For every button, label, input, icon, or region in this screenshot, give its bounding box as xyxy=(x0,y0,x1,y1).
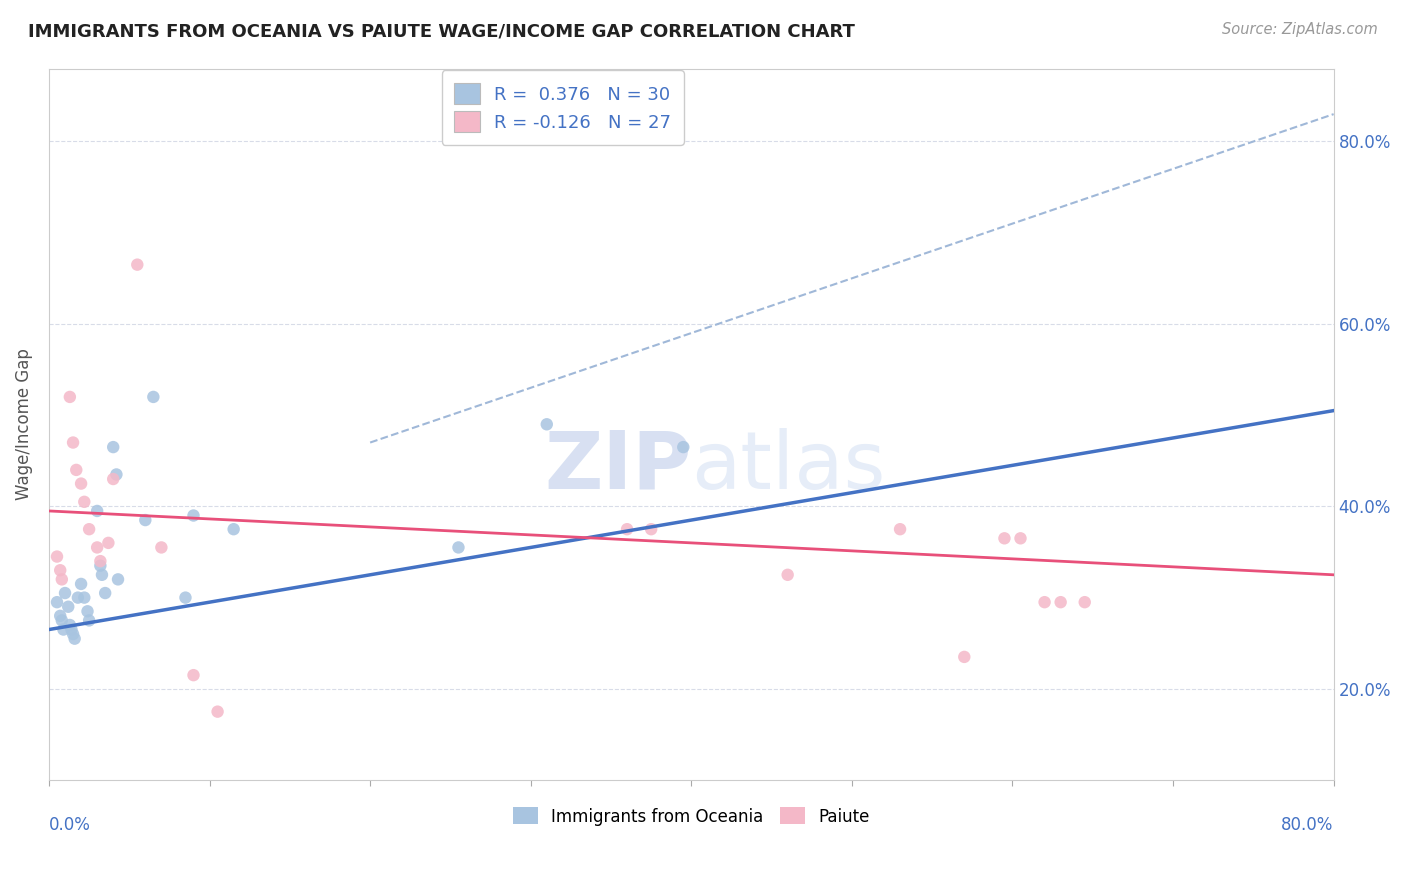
Point xyxy=(62,627,84,641)
Point xyxy=(616,522,638,536)
Point xyxy=(49,563,72,577)
Point xyxy=(127,258,149,272)
Point xyxy=(183,508,205,523)
Point xyxy=(889,522,911,536)
Point xyxy=(1049,595,1071,609)
Point xyxy=(993,531,1015,545)
Text: IMMIGRANTS FROM OCEANIA VS PAIUTE WAGE/INCOME GAP CORRELATION CHART: IMMIGRANTS FROM OCEANIA VS PAIUTE WAGE/I… xyxy=(28,22,855,40)
Point xyxy=(58,599,80,614)
Point xyxy=(66,591,89,605)
Point xyxy=(1033,595,1056,609)
Point xyxy=(207,705,229,719)
Point xyxy=(1074,595,1097,609)
Point xyxy=(86,541,108,555)
Point xyxy=(59,618,82,632)
Point xyxy=(73,495,96,509)
Point xyxy=(62,435,84,450)
Point xyxy=(70,476,93,491)
Text: 80.0%: 80.0% xyxy=(1281,815,1334,834)
Point xyxy=(107,573,129,587)
Point xyxy=(89,558,111,573)
Point xyxy=(91,567,114,582)
Point xyxy=(97,536,120,550)
Point xyxy=(49,608,72,623)
Point xyxy=(60,623,83,637)
Point xyxy=(150,541,173,555)
Point xyxy=(63,632,86,646)
Point xyxy=(70,577,93,591)
Point xyxy=(76,604,98,618)
Text: ZIP: ZIP xyxy=(544,428,692,506)
Point xyxy=(776,567,799,582)
Point xyxy=(672,440,695,454)
Point xyxy=(103,472,125,486)
Point xyxy=(134,513,156,527)
Point xyxy=(142,390,165,404)
Y-axis label: Wage/Income Gap: Wage/Income Gap xyxy=(15,349,32,500)
Point xyxy=(447,541,470,555)
Legend: R =  0.376   N = 30, R = -0.126   N = 27: R = 0.376 N = 30, R = -0.126 N = 27 xyxy=(441,70,683,145)
Point xyxy=(46,595,69,609)
Point xyxy=(103,440,125,454)
Point xyxy=(77,614,100,628)
Point xyxy=(59,390,82,404)
Point xyxy=(1010,531,1032,545)
Point xyxy=(89,554,111,568)
Point xyxy=(65,463,87,477)
Point xyxy=(105,467,128,482)
Point xyxy=(953,649,976,664)
Point xyxy=(536,417,558,432)
Point xyxy=(73,591,96,605)
Point xyxy=(86,504,108,518)
Point xyxy=(52,623,75,637)
Point xyxy=(183,668,205,682)
Point xyxy=(51,573,73,587)
Text: 0.0%: 0.0% xyxy=(49,815,91,834)
Text: Source: ZipAtlas.com: Source: ZipAtlas.com xyxy=(1222,22,1378,37)
Point xyxy=(94,586,117,600)
Point xyxy=(174,591,197,605)
Point xyxy=(53,586,76,600)
Point xyxy=(77,522,100,536)
Point xyxy=(222,522,245,536)
Point xyxy=(46,549,69,564)
Point xyxy=(640,522,662,536)
Point xyxy=(51,614,73,628)
Text: atlas: atlas xyxy=(692,428,886,506)
